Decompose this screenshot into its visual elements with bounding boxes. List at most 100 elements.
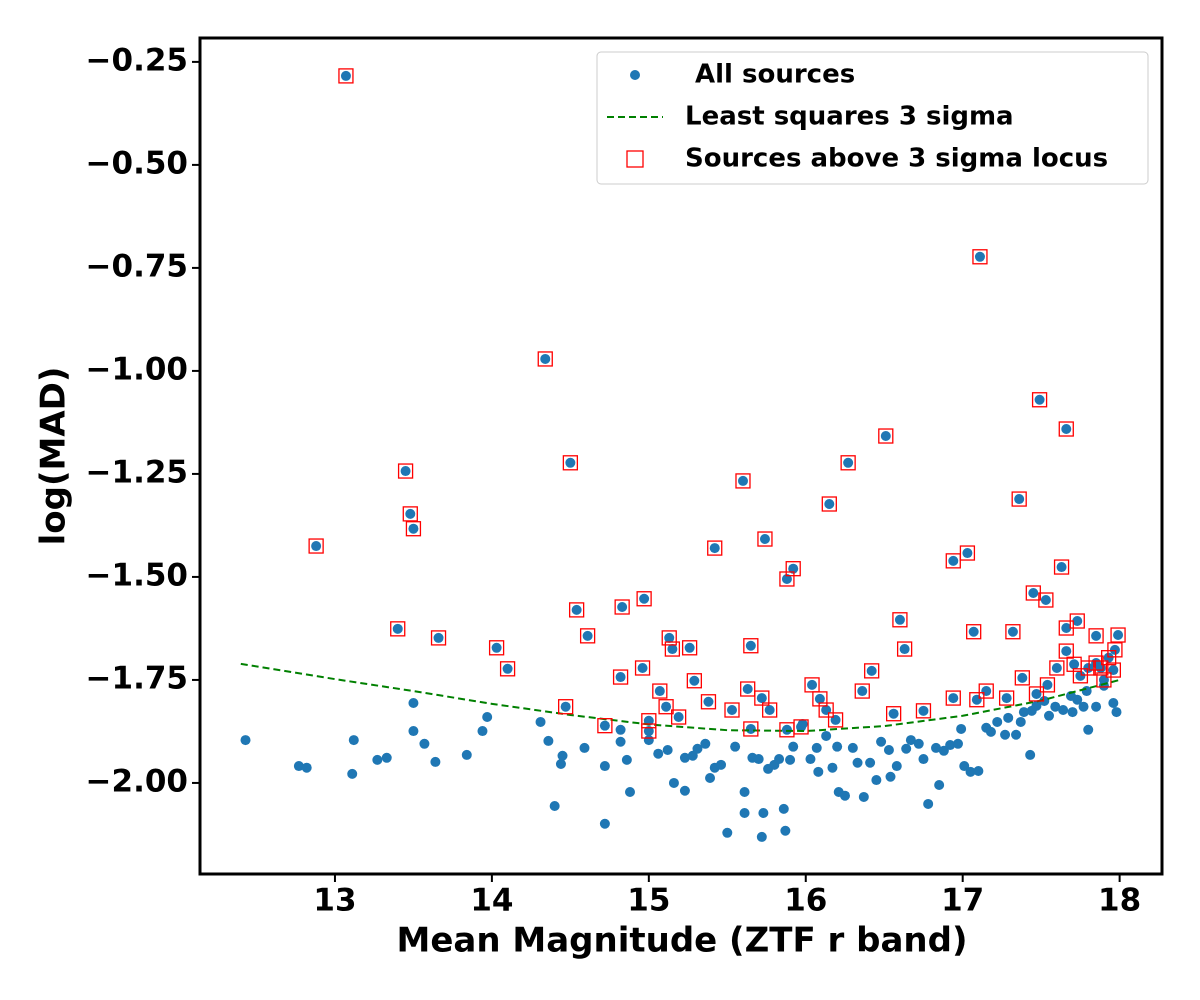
point (796, 721, 807, 732)
point (901, 743, 912, 754)
y-tick-label: −2.00 (86, 763, 188, 799)
point (692, 743, 703, 754)
point (883, 744, 894, 755)
point (888, 708, 899, 719)
point (745, 640, 756, 651)
outlier-marker (1058, 643, 1074, 659)
point (788, 741, 799, 752)
outlier-marker (1058, 421, 1074, 437)
point (730, 741, 741, 752)
outlier-marker (1049, 660, 1065, 676)
point (1109, 644, 1120, 655)
y-tick-label: −1.25 (86, 454, 188, 490)
point (1044, 710, 1055, 721)
x-tick-label: 18 (1098, 883, 1141, 919)
legend-marker (626, 150, 644, 168)
outlier-marker (308, 538, 324, 554)
outlier-marker (338, 68, 354, 84)
point (372, 754, 383, 765)
y-tick-label: −0.50 (86, 145, 188, 181)
point (756, 693, 767, 704)
legend-label: Least squares 3 sigma (685, 102, 1014, 132)
point (934, 780, 945, 791)
point (1015, 716, 1026, 727)
point (962, 548, 973, 559)
point (1113, 630, 1124, 641)
outlier-marker (661, 630, 677, 646)
point (679, 752, 690, 763)
y-axis-label: log(MAD) (34, 367, 74, 546)
point (1072, 694, 1083, 705)
point (311, 541, 322, 552)
point (852, 757, 863, 768)
point (621, 754, 632, 765)
point (1014, 494, 1025, 505)
outlier-marker (1031, 392, 1048, 408)
point (639, 593, 650, 604)
outlier-marker (757, 531, 773, 547)
point (579, 742, 590, 753)
point (543, 735, 554, 746)
point (684, 642, 695, 653)
point (408, 698, 419, 709)
point (1007, 626, 1018, 637)
point (667, 644, 678, 655)
point (894, 614, 905, 625)
point (687, 750, 698, 761)
outlier-marker (636, 591, 652, 607)
point (945, 740, 956, 751)
point (727, 705, 738, 716)
point (781, 573, 792, 584)
point (599, 720, 610, 731)
point (668, 777, 679, 788)
outlier-marker (969, 692, 985, 708)
point (599, 761, 610, 772)
x-tick-label: 14 (470, 883, 513, 919)
point (865, 757, 876, 768)
outlier-marker (390, 621, 406, 637)
point (1083, 724, 1094, 735)
point (876, 736, 887, 747)
outlier-marker (488, 640, 505, 656)
point (952, 738, 963, 749)
outlier-marker (978, 683, 994, 699)
point (913, 738, 924, 749)
outlier-marker (1069, 613, 1085, 629)
outlier-marker (754, 690, 770, 706)
point (1025, 749, 1036, 760)
point (827, 762, 838, 773)
outlier-marker (1038, 592, 1054, 608)
point (745, 723, 756, 734)
point (1000, 729, 1011, 740)
outlier-marker (785, 561, 801, 577)
point (1056, 562, 1067, 573)
outlier-marker (405, 521, 422, 537)
outlier-marker (681, 640, 698, 656)
outlier-marker (397, 463, 414, 479)
point (737, 475, 748, 486)
outlier-marker (779, 571, 795, 587)
outlier-marker (740, 681, 756, 697)
point (905, 735, 916, 746)
point (758, 808, 769, 819)
outlier-marker (1005, 624, 1021, 640)
point (461, 749, 472, 760)
point (918, 754, 929, 765)
outlier-marker (499, 661, 516, 677)
point (700, 738, 711, 749)
y-tick-label: −1.75 (86, 660, 188, 696)
x-axis-label: Mean Magnitude (ZTF r band) (397, 921, 968, 961)
outlier-marker (1028, 686, 1045, 702)
point (477, 726, 488, 737)
point (482, 712, 493, 723)
outlier-marker (1080, 660, 1096, 676)
point (1103, 652, 1114, 663)
point (832, 741, 843, 752)
point (824, 499, 835, 510)
outlier-marker (915, 703, 932, 719)
x-tick-label: 15 (627, 883, 670, 919)
point (1018, 707, 1029, 718)
outlier-marker (1105, 662, 1122, 678)
point (753, 754, 764, 765)
point (615, 724, 626, 735)
